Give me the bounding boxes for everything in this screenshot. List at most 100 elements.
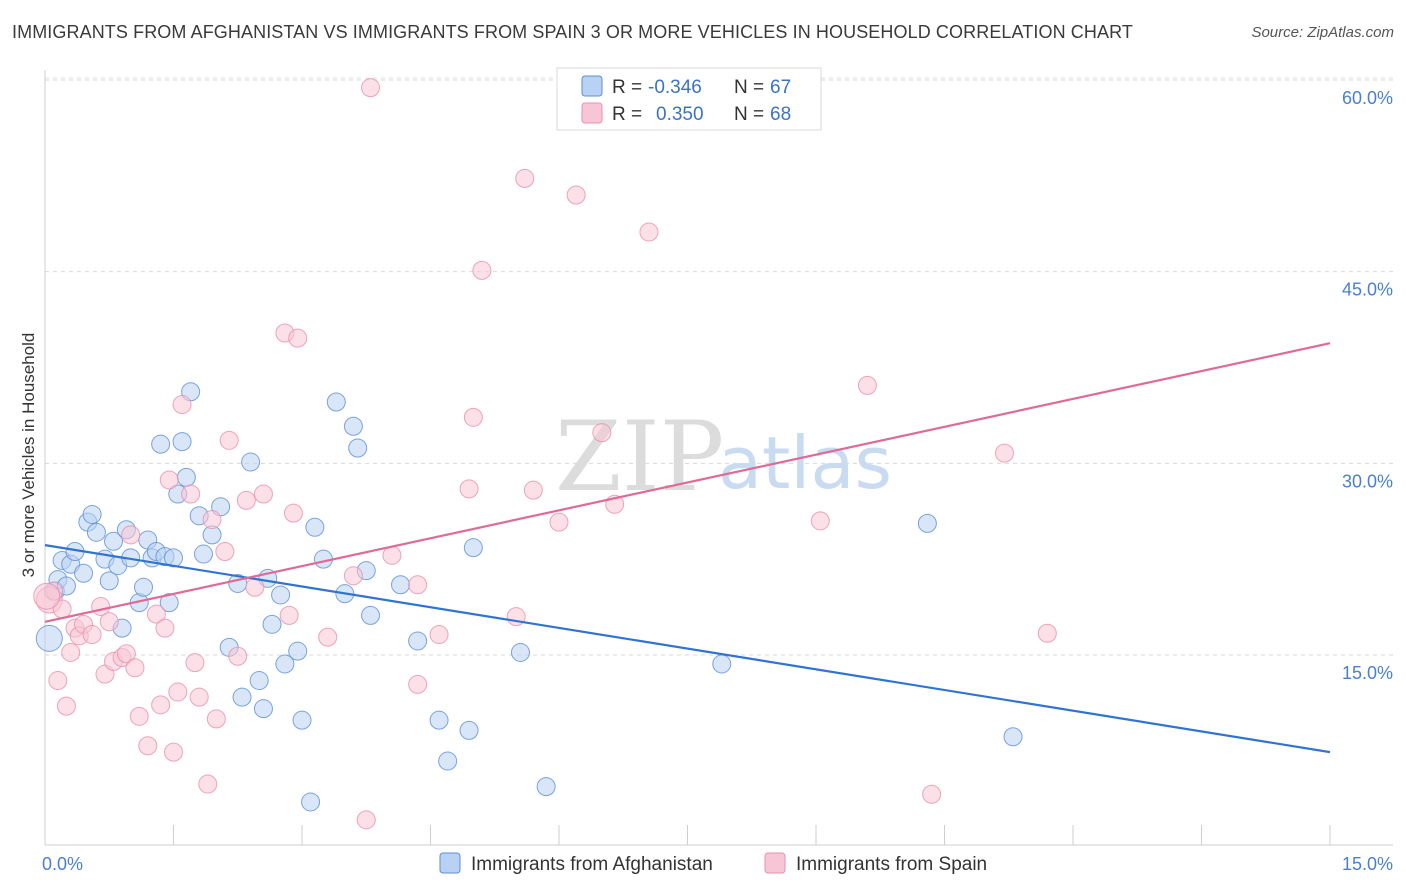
bottom-legend-spain: Immigrants from Spain [796, 854, 987, 875]
chart-title: IMMIGRANTS FROM AFGHANISTAN VS IMMIGRANT… [12, 22, 1133, 42]
point-afghanistan [159, 593, 179, 613]
legend-box: R = -0.346 N = 67 R = 0.350 N = 68 [556, 67, 822, 131]
legend-r-label-afghanistan: R = [612, 77, 642, 98]
trend-lines [44, 342, 1331, 754]
axes [44, 70, 1393, 846]
point-spain [116, 644, 136, 664]
point-spain [1037, 623, 1057, 643]
point-spain [922, 784, 942, 804]
legend-swatch-spain [581, 102, 603, 124]
legend-r-value-spain: 0.350 [656, 104, 704, 125]
point-afghanistan [361, 605, 381, 625]
point-afghanistan [249, 671, 269, 691]
point-spain [429, 625, 449, 645]
point-spain [549, 512, 569, 532]
point-spain [408, 674, 428, 694]
point-spain [202, 510, 222, 530]
point-afghanistan [271, 585, 291, 605]
point-afghanistan [391, 575, 411, 595]
point-afghanistan [275, 654, 295, 674]
point-afghanistan [241, 452, 261, 472]
point-spain [138, 736, 158, 756]
point-spain [172, 395, 192, 415]
point-afghanistan [463, 538, 483, 558]
point-spain [56, 696, 76, 716]
legend-n-value-afghanistan: 67 [770, 77, 791, 98]
legend-r-value-afghanistan: -0.346 [648, 77, 702, 98]
y-tick-label: 15.0% [1342, 663, 1393, 683]
point-spain [318, 627, 338, 647]
point-spain [125, 658, 145, 678]
point-spain [82, 625, 102, 645]
point-afghanistan [104, 531, 124, 551]
point-afghanistan [262, 614, 282, 634]
point-spain [48, 671, 68, 691]
point-spain [515, 168, 535, 188]
point-spain [523, 480, 543, 500]
point-spain [408, 575, 428, 595]
source-label: Source: ZipAtlas.com [1251, 24, 1394, 41]
bottom-legend: Immigrants from Afghanistan Immigrants f… [439, 852, 987, 875]
point-afghanistan [253, 699, 273, 719]
point-spain [283, 503, 303, 523]
point-spain [639, 222, 659, 242]
point-spain [857, 375, 877, 395]
y-tick-labels: 15.0% 30.0% 45.0% 60.0% [1342, 88, 1393, 683]
point-afghanistan [232, 687, 252, 707]
point-afghanistan [134, 577, 154, 597]
point-afghanistan [292, 710, 312, 730]
y-tick-label: 30.0% [1342, 471, 1393, 491]
legend-n-label-afghanistan: N = [734, 77, 764, 98]
legend-n-value-spain: 68 [770, 104, 791, 125]
gridlines [45, 77, 1393, 656]
point-afghanistan [712, 654, 732, 674]
x-tick-label: 15.0% [1342, 854, 1393, 874]
point-spain [164, 742, 183, 762]
point-spain [566, 185, 586, 205]
point-afghanistan [176, 467, 196, 487]
point-afghanistan [305, 517, 325, 537]
x-tick-label: 0.0% [42, 854, 83, 874]
point-afghanistan [536, 777, 556, 797]
watermark-zip: ZIP [555, 401, 724, 513]
trend-line-spain [44, 342, 1331, 623]
trend-line-afghanistan [44, 544, 1331, 754]
point-afghanistan [99, 571, 119, 591]
point-afghanistan [151, 434, 171, 454]
legend-n-label-spain: N = [734, 104, 764, 125]
bottom-legend-swatch-spain [764, 852, 786, 874]
point-spain [121, 525, 141, 545]
point-spain [61, 642, 81, 662]
y-tick-label: 60.0% [1342, 88, 1393, 108]
point-spain [459, 479, 479, 499]
series-spain-points [33, 78, 1057, 830]
point-spain [215, 542, 235, 561]
point-spain [185, 653, 205, 673]
point-afghanistan [348, 438, 368, 458]
point-spain [33, 582, 61, 610]
point-spain [168, 682, 188, 702]
point-afghanistan [408, 631, 428, 651]
point-afghanistan [510, 642, 530, 662]
point-spain [361, 78, 381, 98]
point-spain [159, 470, 179, 490]
point-spain [219, 430, 239, 450]
point-afghanistan [193, 544, 213, 564]
point-spain [253, 484, 273, 504]
point-afghanistan [343, 416, 363, 436]
point-spain [228, 646, 248, 666]
point-afghanistan [301, 792, 321, 812]
point-afghanistan [459, 720, 479, 740]
bottom-legend-swatch-afghanistan [439, 852, 461, 874]
point-spain [994, 443, 1014, 463]
point-afghanistan [82, 504, 102, 524]
point-spain [463, 407, 483, 427]
point-afghanistan [172, 432, 192, 452]
point-afghanistan [326, 392, 346, 412]
point-spain [356, 810, 376, 830]
point-afghanistan [917, 513, 937, 533]
bottom-legend-afghanistan: Immigrants from Afghanistan [471, 854, 713, 875]
legend-r-label-spain: R = [612, 104, 642, 125]
point-afghanistan [74, 563, 94, 583]
